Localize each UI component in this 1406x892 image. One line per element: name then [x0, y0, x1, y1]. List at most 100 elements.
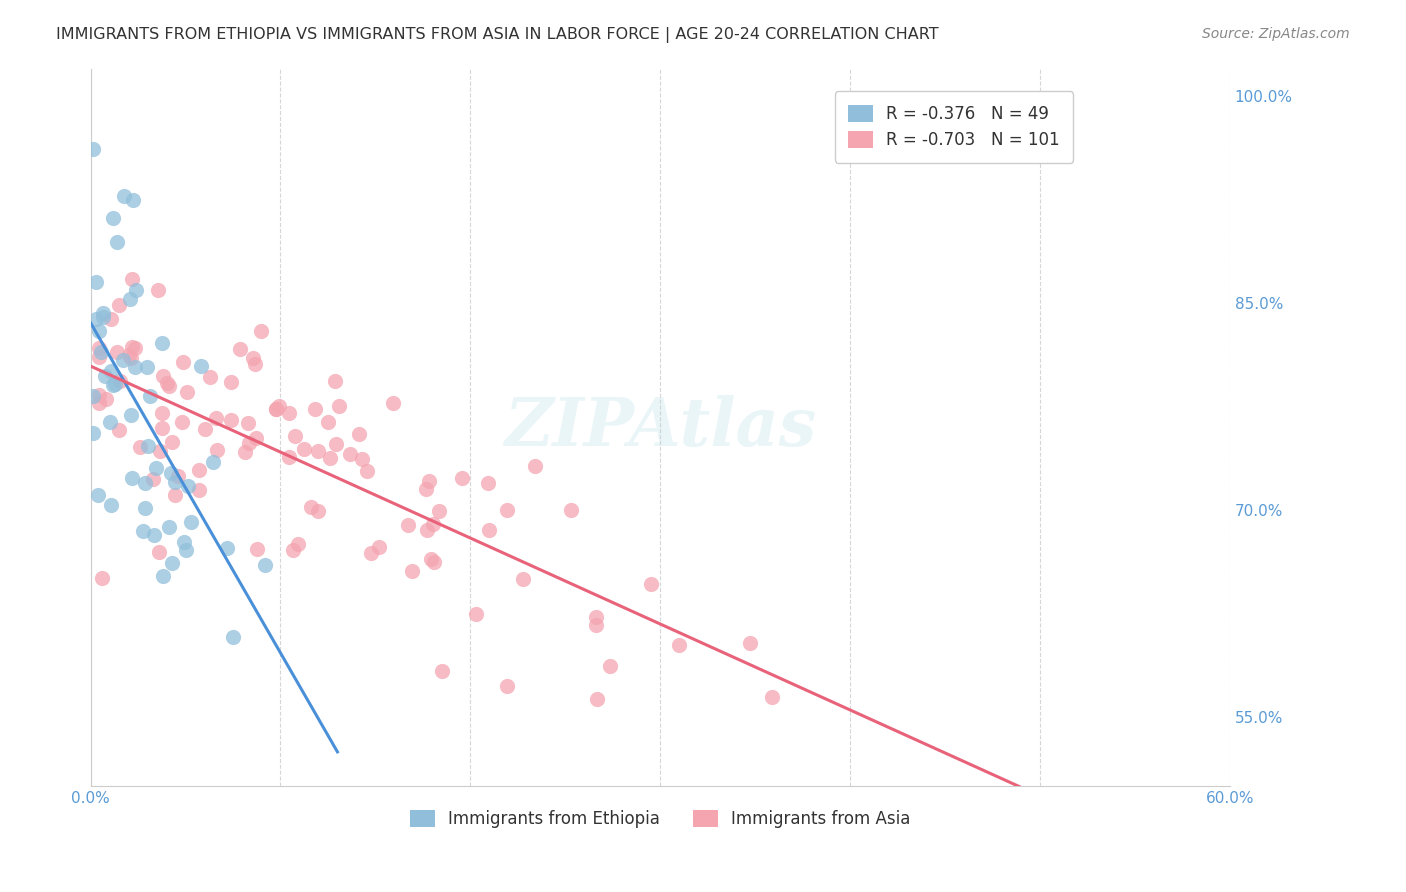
Point [512, 572, 534, 586]
Point [323, 374, 346, 388]
Point [427, 504, 450, 518]
Point [396, 517, 419, 532]
Point [277, 406, 299, 420]
Point [112, 189, 135, 203]
Point [287, 537, 309, 551]
Point [160, 556, 183, 570]
Point [108, 423, 131, 437]
Point [146, 283, 169, 297]
Point [292, 442, 315, 456]
Point [401, 564, 423, 578]
Point [100, 364, 122, 378]
Point [124, 359, 146, 374]
Point [100, 498, 122, 512]
Point [94, 369, 117, 384]
Point [134, 476, 156, 491]
Point [120, 351, 142, 366]
Point [233, 445, 256, 459]
Point [143, 528, 166, 542]
Point [347, 427, 370, 442]
Point [174, 543, 197, 558]
Point [165, 488, 187, 502]
Point [254, 558, 277, 573]
Point [221, 375, 243, 389]
Point [128, 440, 150, 454]
Point [157, 520, 180, 534]
Point [177, 479, 200, 493]
Point [150, 421, 173, 435]
Point [242, 351, 264, 366]
Point [585, 691, 607, 706]
Point [101, 378, 124, 392]
Point [105, 344, 128, 359]
Point [173, 534, 195, 549]
Point [360, 546, 382, 560]
Point [90, 345, 112, 359]
Point [419, 552, 441, 566]
Point [86, 488, 108, 502]
Point [299, 500, 322, 514]
Point [222, 631, 245, 645]
Point [430, 665, 453, 679]
Point [668, 639, 690, 653]
Point [202, 455, 225, 469]
Point [422, 517, 444, 532]
Point [205, 442, 228, 457]
Point [139, 389, 162, 403]
Point [316, 415, 339, 429]
Point [118, 292, 141, 306]
Point [142, 472, 165, 486]
Point [121, 340, 143, 354]
Point [89, 388, 111, 402]
Point [98, 415, 121, 429]
Point [121, 471, 143, 485]
Point [148, 544, 170, 558]
Point [243, 358, 266, 372]
Point [465, 607, 488, 622]
Point [356, 465, 378, 479]
Point [124, 341, 146, 355]
Point [339, 447, 361, 461]
Point [325, 437, 347, 451]
Point [160, 434, 183, 449]
Point [194, 422, 217, 436]
Point [172, 355, 194, 369]
Point [238, 436, 260, 450]
Point [523, 458, 546, 473]
Point [478, 523, 501, 537]
Point [82, 142, 104, 156]
Point [112, 353, 135, 368]
Point [368, 540, 391, 554]
Point [132, 524, 155, 538]
Point [250, 324, 273, 338]
Point [108, 297, 131, 311]
Point [87, 396, 110, 410]
Point [266, 402, 288, 417]
Point [307, 504, 329, 518]
Point [599, 658, 621, 673]
Point [91, 305, 114, 319]
Point [219, 412, 242, 426]
Point [246, 542, 269, 557]
Point [84, 275, 107, 289]
Point [450, 471, 472, 485]
Point [190, 359, 212, 374]
Point [319, 450, 342, 465]
Point [84, 311, 107, 326]
Point [121, 408, 143, 422]
Text: IMMIGRANTS FROM ETHIOPIA VS IMMIGRANTS FROM ASIA IN LABOR FORCE | AGE 20-24 CORR: IMMIGRANTS FROM ETHIOPIA VS IMMIGRANTS F… [56, 27, 939, 43]
Point [176, 384, 198, 399]
Point [152, 369, 174, 384]
Point [188, 462, 211, 476]
Point [101, 211, 124, 226]
Point [304, 402, 326, 417]
Point [350, 451, 373, 466]
Point [477, 476, 499, 491]
Point [585, 610, 607, 624]
Point [281, 543, 304, 558]
Point [560, 503, 582, 517]
Point [170, 415, 193, 429]
Point [738, 636, 761, 650]
Point [118, 349, 141, 363]
Point [135, 360, 157, 375]
